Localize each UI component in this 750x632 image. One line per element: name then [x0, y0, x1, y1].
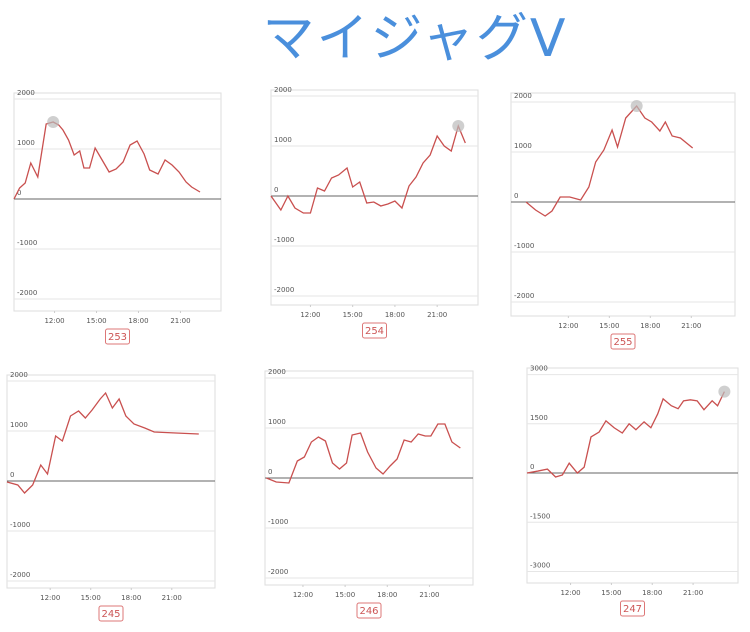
chart-label-box: [105, 328, 130, 345]
y-tick-label: 1000: [268, 418, 286, 426]
x-tick-label: 12:00: [560, 589, 580, 597]
y-tick-label: -2000: [17, 289, 37, 297]
y-tick-label: -1000: [514, 242, 534, 250]
y-tick-label: 2000: [514, 92, 532, 100]
highlight-point: [47, 116, 60, 128]
chart-label-box: [610, 333, 636, 350]
data-line: [13, 121, 201, 200]
x-tick-label: 15:00: [601, 589, 621, 597]
y-tick-label: 2000: [274, 86, 292, 94]
x-tick-label: 21:00: [419, 591, 439, 599]
x-tick-label: 12:00: [558, 322, 578, 330]
y-tick-label: 1000: [514, 142, 532, 150]
chart-panel: [13, 92, 222, 312]
y-tick-label: 1000: [10, 421, 28, 429]
x-tick-label: 21:00: [170, 317, 190, 325]
y-tick-label: 0: [514, 192, 518, 200]
chart-panel: [510, 92, 736, 317]
y-tick-label: -3000: [530, 562, 550, 570]
y-tick-label: 0: [17, 189, 21, 197]
y-tick-label: 1000: [274, 136, 292, 144]
y-tick-label: -1000: [274, 236, 294, 244]
x-tick-label: 18:00: [128, 317, 148, 325]
chart-label: 247: [623, 604, 642, 615]
chart-label-box: [362, 322, 387, 339]
y-tick-label: -1000: [10, 521, 30, 529]
highlight-point: [718, 385, 731, 398]
chart-label: 245: [101, 609, 120, 620]
x-tick-label: 12:00: [40, 594, 60, 602]
x-tick-label: 21:00: [427, 311, 447, 319]
x-tick-label: 15:00: [599, 322, 619, 330]
x-tick-label: 15:00: [86, 317, 106, 325]
chart-label-box: [98, 605, 124, 622]
x-tick-label: 12:00: [293, 591, 313, 599]
page-title: マイジャグV: [263, 9, 568, 69]
x-tick-label: 21:00: [681, 322, 701, 330]
x-tick-label: 15:00: [335, 591, 355, 599]
y-tick-label: 2000: [268, 368, 286, 376]
y-tick-label: -2000: [268, 568, 288, 576]
data-line: [6, 391, 199, 494]
y-tick-label: 1500: [530, 414, 548, 422]
y-tick-label: -1000: [268, 518, 288, 526]
chart-label: 255: [613, 337, 632, 348]
x-tick-label: 18:00: [642, 589, 662, 597]
data-line: [526, 391, 725, 478]
data-line: [270, 124, 466, 214]
y-tick-label: -2000: [514, 292, 534, 300]
y-tick-label: 3000: [530, 365, 548, 373]
x-tick-label: 18:00: [385, 311, 405, 319]
y-tick-label: 0: [274, 186, 278, 194]
y-tick-label: 0: [10, 471, 14, 479]
x-tick-label: 18:00: [121, 594, 141, 602]
y-tick-label: 2000: [10, 371, 28, 379]
y-tick-label: 0: [268, 468, 272, 476]
y-tick-label: -1500: [530, 512, 550, 520]
y-tick-label: -1000: [17, 239, 37, 247]
chart-label-box: [620, 600, 645, 617]
x-tick-label: 15:00: [81, 594, 101, 602]
x-tick-label: 15:00: [343, 311, 363, 319]
x-tick-label: 12:00: [44, 317, 64, 325]
y-tick-label: 1000: [17, 139, 35, 147]
x-tick-label: 21:00: [162, 594, 182, 602]
y-tick-label: -2000: [274, 286, 294, 294]
y-tick-label: 2000: [17, 89, 35, 97]
chart-label-box: [356, 602, 382, 619]
y-tick-label: -2000: [10, 571, 30, 579]
x-tick-label: 12:00: [300, 311, 320, 319]
highlight-point: [630, 100, 643, 112]
highlight-point: [452, 120, 465, 132]
chart-label: 254: [365, 326, 384, 337]
chart-label: 253: [108, 332, 127, 343]
chart-panel: [270, 89, 479, 306]
data-line: [266, 423, 461, 484]
x-tick-label: 21:00: [683, 589, 703, 597]
x-tick-label: 18:00: [640, 322, 660, 330]
data-line: [525, 104, 694, 217]
chart-label: 246: [359, 606, 378, 617]
x-tick-label: 18:00: [377, 591, 397, 599]
y-tick-label: 0: [530, 463, 534, 471]
